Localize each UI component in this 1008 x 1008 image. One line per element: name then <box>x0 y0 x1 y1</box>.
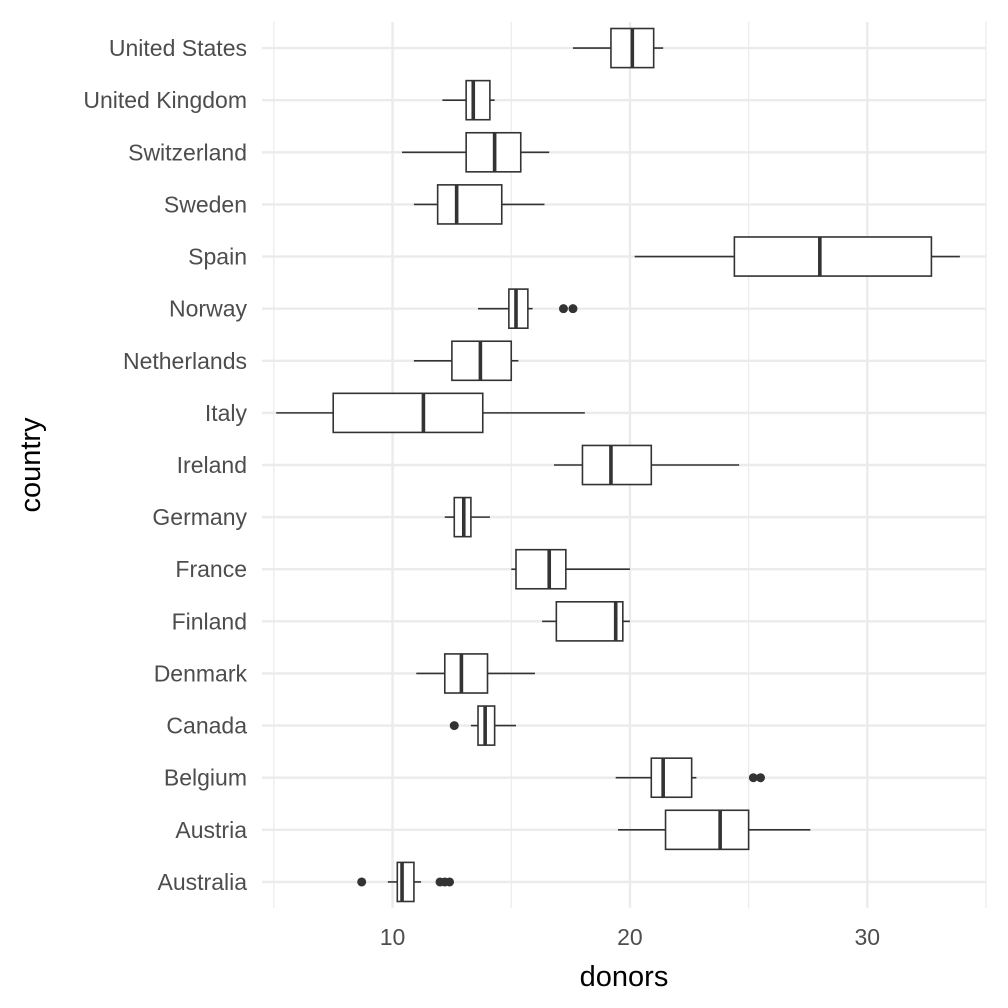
iqr-box <box>443 653 489 694</box>
y-tick-label: France <box>175 556 247 582</box>
box-united-states <box>572 27 664 69</box>
outlier-point <box>445 877 455 887</box>
y-axis-title: country <box>15 417 47 513</box>
y-tick-label: Sweden <box>164 191 247 217</box>
box-netherlands <box>413 340 519 382</box>
box-australia <box>357 861 455 903</box>
y-tick-label: United States <box>109 35 247 61</box>
iqr-box <box>733 236 933 277</box>
outlier-point <box>558 304 568 314</box>
y-tick-label: Netherlands <box>123 348 247 374</box>
box-ireland <box>553 444 740 486</box>
box-germany <box>444 496 490 538</box>
box-belgium <box>615 757 765 799</box>
iqr-box <box>581 444 653 486</box>
box-france <box>511 548 630 590</box>
box-italy <box>276 392 585 434</box>
y-tick-label: Australia <box>158 869 248 895</box>
box-canada <box>449 705 516 746</box>
box-united-kingdom <box>442 79 495 121</box>
iqr-box <box>515 548 567 590</box>
box-sweden <box>413 184 545 225</box>
outlier-point <box>568 304 578 314</box>
iqr-box <box>664 809 750 851</box>
iqr-box <box>508 288 529 329</box>
iqr-box <box>436 184 503 225</box>
box-switzerland <box>402 131 550 173</box>
iqr-box <box>332 392 484 434</box>
y-tick-label: Germany <box>152 504 247 530</box>
y-tick-label: Belgium <box>164 765 247 791</box>
box-austria <box>618 809 811 851</box>
y-tick-label: Austria <box>175 817 247 843</box>
label-layer: 10 20 30 Australia Austria Belgium Canada Denma… <box>83 35 880 950</box>
outlier-point <box>748 773 758 783</box>
x-tick-label: 20 <box>617 924 643 950</box>
y-tick-label: Norway <box>169 296 247 322</box>
box-spain <box>634 236 960 277</box>
box-layer <box>276 27 960 903</box>
outlier-point <box>357 877 367 887</box>
iqr-box <box>396 861 415 903</box>
y-tick-label: Ireland <box>177 452 247 478</box>
outlier-point <box>755 773 765 783</box>
y-tick-label: Canada <box>166 713 247 739</box>
iqr-box <box>650 757 693 799</box>
y-tick-label: Finland <box>172 608 247 634</box>
box-finland <box>542 601 630 642</box>
box-denmark <box>416 653 535 694</box>
x-tick-label: 30 <box>855 924 881 950</box>
x-tick-label: 10 <box>380 924 406 950</box>
y-tick-label: Switzerland <box>128 139 247 165</box>
outlier-point <box>449 721 459 731</box>
iqr-box <box>555 601 624 642</box>
box-norway <box>478 288 578 329</box>
iqr-box <box>465 79 491 121</box>
x-axis-title: donors <box>580 961 669 993</box>
y-tick-label: Spain <box>188 244 247 270</box>
y-tick-label: Italy <box>205 400 248 426</box>
y-tick-label: United Kingdom <box>83 87 247 113</box>
y-tick-label: Denmark <box>154 660 248 686</box>
